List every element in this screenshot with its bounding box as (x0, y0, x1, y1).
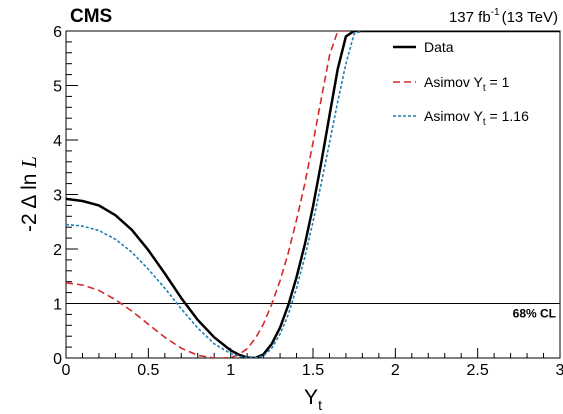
series-line-1 (66, 31, 346, 358)
experiment-label: CMS (70, 6, 112, 27)
series-line-2 (66, 31, 363, 358)
y-tick-label: 1 (53, 297, 62, 314)
x-tick-label: 1.5 (302, 362, 324, 379)
legend-label: Asimov Yt = 1.16 (424, 108, 529, 128)
x-tick-label: 1 (226, 362, 235, 379)
x-tick-label: 2.5 (467, 362, 489, 379)
x-tick-label: 3 (556, 362, 563, 379)
luminosity-label: 137 fb-1 (13 TeV) (449, 7, 558, 26)
x-tick-label: 0 (62, 362, 71, 379)
legend: Data Asimov Yt = 1 Asimov Yt = 1.16 (393, 39, 529, 128)
y-tick-label: 4 (53, 133, 62, 150)
legend-label: Asimov Yt = 1 (424, 74, 510, 94)
y-tick-label: 5 (53, 79, 62, 96)
y-tick-label: 6 (53, 24, 62, 41)
series-group (66, 31, 560, 358)
series-line-0 (66, 31, 560, 358)
cl-label: 68% CL (513, 307, 556, 321)
y-tick-label: 2 (53, 242, 62, 259)
y-axis-title: -2 Δ ln L (17, 156, 41, 232)
x-axis-ticks: 0 0.5 1 1.5 2 2.5 3 (62, 348, 563, 379)
y-tick-label: 0 (53, 351, 62, 368)
x-axis-title: Yt (304, 386, 322, 413)
legend-label: Data (424, 39, 454, 55)
x-tick-label: 0.5 (137, 362, 159, 379)
y-tick-label: 3 (53, 188, 62, 205)
x-tick-label: 2 (391, 362, 400, 379)
